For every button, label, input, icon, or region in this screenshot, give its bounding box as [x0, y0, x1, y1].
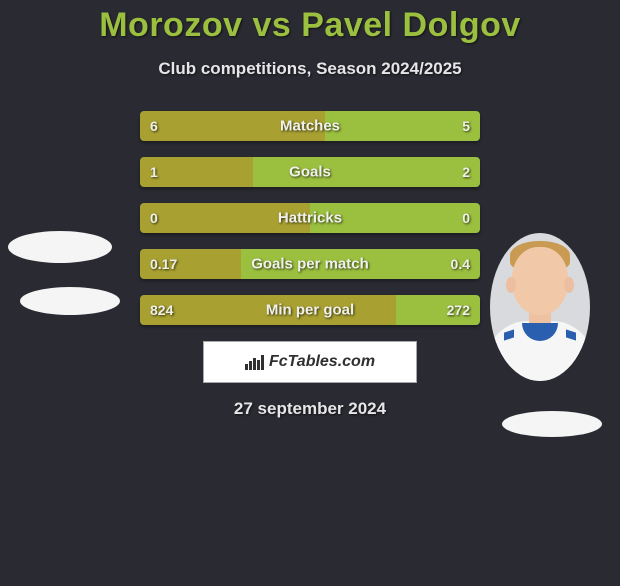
title-player-left: Morozov	[99, 6, 242, 44]
player-left-avatar-placeholder-2	[20, 287, 120, 315]
stat-bars: 65Matches 12Goals 00Hattricks 0.170.4Goals …	[140, 111, 480, 325]
bar-chart-icon	[245, 354, 265, 370]
stat-label: Hattricks	[140, 210, 480, 227]
stat-row: 824272Min per goal	[140, 295, 480, 325]
stat-row: 12Goals	[140, 157, 480, 187]
stat-label: Matches	[140, 118, 480, 135]
brand-box[interactable]: FcTables.com	[203, 341, 417, 383]
stat-label: Goals	[140, 164, 480, 181]
stat-row: 65Matches	[140, 111, 480, 141]
player-right-avatar	[490, 233, 590, 381]
player-right-avatar-placeholder	[502, 411, 602, 437]
stat-row: 0.170.4Goals per match	[140, 249, 480, 279]
title-player-right: Pavel Dolgov	[301, 6, 521, 44]
subtitle: Club competitions, Season 2024/2025	[0, 59, 620, 79]
stat-label: Goals per match	[140, 256, 480, 273]
stat-row: 00Hattricks	[140, 203, 480, 233]
stat-label: Min per goal	[140, 302, 480, 319]
player-left-avatar-placeholder	[8, 231, 112, 263]
brand-label: FcTables.com	[269, 353, 375, 371]
title-vs: vs	[252, 6, 291, 44]
comparison-stage: 65Matches 12Goals 00Hattricks 0.170.4Goals …	[0, 111, 620, 419]
page-title: Morozov vs Pavel Dolgov	[0, 6, 620, 45]
